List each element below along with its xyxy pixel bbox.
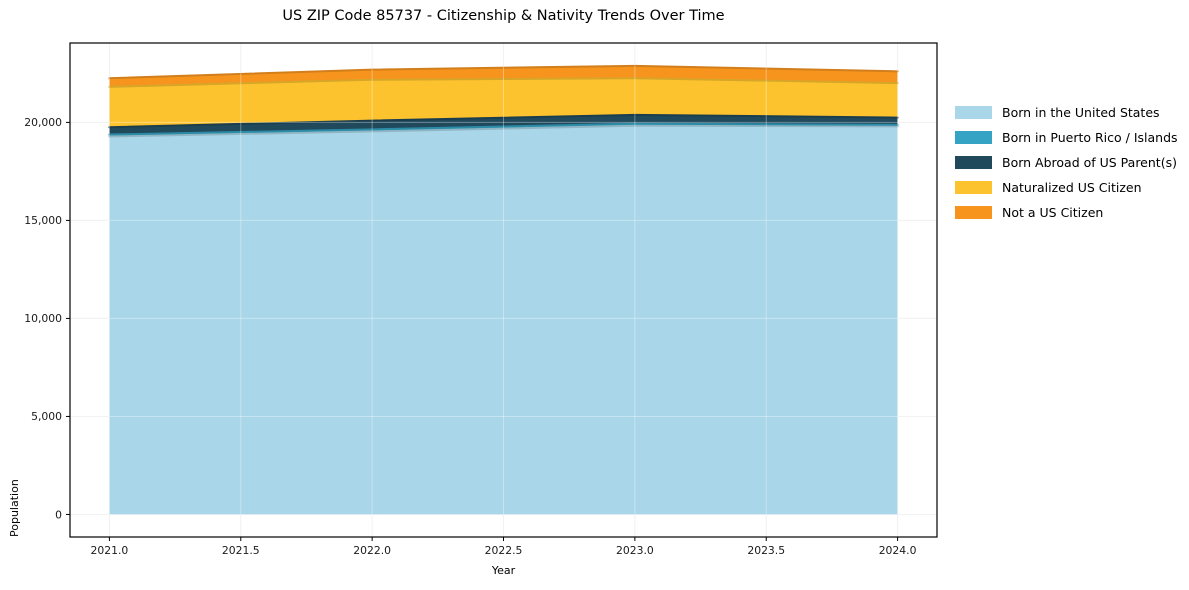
x-tick-label: 2022.5 — [485, 544, 523, 557]
legend-item: Born in the United States — [955, 100, 1178, 125]
legend-swatch — [955, 206, 992, 219]
legend-item: Naturalized US Citizen — [955, 175, 1178, 200]
legend-label: Born in the United States — [1002, 105, 1160, 120]
legend-item: Born Abroad of US Parent(s) — [955, 150, 1178, 175]
legend-swatch — [955, 181, 992, 194]
area-series-0 — [109, 125, 898, 515]
x-tick-label: 2021.0 — [91, 544, 129, 557]
area-series-2 — [109, 114, 898, 135]
x-tick-label: 2022.0 — [353, 544, 391, 557]
legend-label: Born Abroad of US Parent(s) — [1002, 155, 1177, 170]
x-tick-label: 2023.5 — [747, 544, 785, 557]
y-tick-label: 5,000 — [31, 410, 62, 423]
area-edge-1 — [108, 122, 899, 136]
legend-label: Born in Puerto Rico / Islands — [1002, 130, 1178, 145]
y-tick-label: 15,000 — [24, 214, 62, 227]
legend-swatch — [955, 106, 992, 119]
y-tick-label: 0 — [55, 508, 62, 521]
area-edge-0 — [108, 124, 899, 138]
area-edge-2 — [108, 113, 899, 129]
x-tick-label: 2021.5 — [222, 544, 260, 557]
area-edge-4 — [108, 64, 899, 80]
legend-item: Born in Puerto Rico / Islands — [955, 125, 1178, 150]
x-tick-label: 2023.0 — [616, 544, 654, 557]
legend-item: Not a US Citizen — [955, 200, 1178, 225]
chart-title: US ZIP Code 85737 - Citizenship & Nativi… — [282, 8, 725, 24]
x-tick-label: 2024.0 — [879, 544, 917, 557]
x-axis-label: Year — [491, 564, 516, 577]
legend-label: Naturalized US Citizen — [1002, 180, 1142, 195]
y-axis-label: Population — [8, 479, 21, 537]
area-edge-3 — [108, 77, 899, 88]
legend-swatch — [955, 156, 992, 169]
legend-swatch — [955, 131, 992, 144]
legend-label: Not a US Citizen — [1002, 205, 1104, 220]
legend: Born in the United States Born in Puerto … — [955, 100, 1178, 225]
y-tick-label: 10,000 — [24, 312, 62, 325]
y-tick-label: 20,000 — [24, 116, 62, 129]
area-series-4 — [109, 65, 898, 87]
